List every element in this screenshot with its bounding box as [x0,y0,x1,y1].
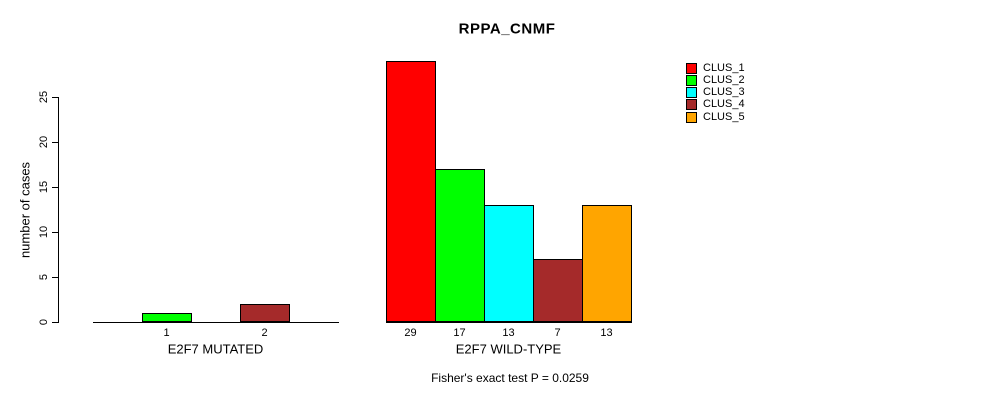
bar-label: 13 [600,327,613,339]
legend-swatch [686,111,697,123]
legend-row: CLUS_5 [686,111,745,123]
annotation-text: Fisher's exact test P = 0.0259 [431,371,589,385]
legend: CLUS_1 CLUS_2 CLUS_3 CLUS_4 CLUS_5 [686,62,745,123]
bar [533,259,583,322]
bar-label: 29 [404,327,417,339]
y-tick-label: 5 [38,273,50,281]
legend-label: CLUS_1 [703,61,745,74]
y-tick [52,97,58,98]
legend-swatch [686,99,697,111]
x-baseline [93,322,339,323]
bar-label: 7 [554,327,561,339]
y-tick-label: 10 [38,225,50,239]
chart-title: RPPA_CNMF [458,20,556,38]
bar-label: 13 [502,327,515,339]
y-axis-label: number of cases [17,161,33,259]
legend-swatch [686,74,697,86]
x-baseline [386,322,632,323]
bar [240,304,290,322]
y-tick-label: 15 [38,180,50,194]
bar [435,169,485,322]
legend-swatch [686,87,697,99]
bar-label: 17 [453,327,466,339]
y-tick [52,277,58,278]
legend-label: CLUS_4 [703,98,745,111]
y-tick-label: 0 [38,318,50,326]
bar [582,205,632,322]
legend-row: CLUS_3 [686,87,745,99]
group-label: E2F7 WILD-TYPE [455,341,562,357]
bar [386,61,436,322]
legend-swatch [686,62,697,74]
y-tick [52,232,58,233]
legend-label: CLUS_2 [703,73,745,86]
legend-label: CLUS_3 [703,86,745,99]
legend-row: CLUS_2 [686,74,745,86]
bar [484,205,534,322]
legend-row: CLUS_1 [686,62,745,74]
legend-label: CLUS_5 [703,110,745,123]
y-tick-label: 20 [38,135,50,149]
bar-label: 2 [261,327,268,339]
group-label: E2F7 MUTATED [167,341,264,357]
y-tick [52,187,58,188]
y-tick [52,322,58,323]
bar-label: 1 [163,327,170,339]
legend-row: CLUS_4 [686,99,745,111]
y-axis-line [58,97,59,323]
bar [142,313,192,322]
y-tick [52,142,58,143]
y-tick-label: 25 [38,90,50,104]
